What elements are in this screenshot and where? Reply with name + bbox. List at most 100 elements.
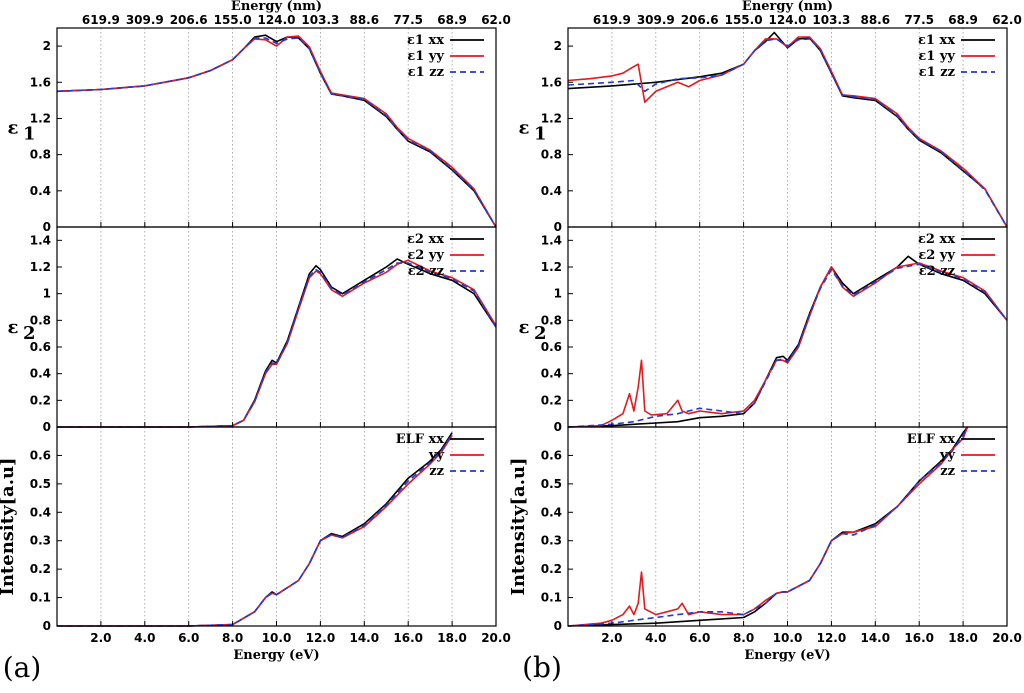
y-axis-label: ε bbox=[519, 118, 530, 139]
y-tick-label: 0.6 bbox=[541, 448, 562, 462]
panel-label: (a) bbox=[3, 651, 42, 684]
x-tick-label: 18.0 bbox=[948, 631, 978, 645]
top-tick-label: 619.9 bbox=[82, 13, 120, 27]
y-tick-label: 2 bbox=[43, 39, 51, 53]
top-tick-label: 619.9 bbox=[593, 13, 631, 27]
x-tick-label: 20.0 bbox=[481, 631, 511, 645]
y-tick-label: 1.6 bbox=[30, 75, 51, 89]
y-tick-label: 0.4 bbox=[541, 184, 562, 198]
y-tick-label: 0.5 bbox=[30, 477, 51, 491]
x-tick-label: 4.0 bbox=[134, 631, 155, 645]
y-axis-label-sub: 1 bbox=[23, 124, 36, 145]
y-tick-label: 1.2 bbox=[30, 111, 51, 125]
x-tick-label: 6.0 bbox=[178, 631, 199, 645]
top-tick-label: 88.6 bbox=[860, 13, 890, 27]
x-tick-label: 12.0 bbox=[306, 631, 336, 645]
top-tick-label: 155.0 bbox=[725, 13, 763, 27]
top-tick-label: 103.3 bbox=[812, 13, 850, 27]
y-tick-label: 0 bbox=[43, 420, 51, 434]
series-line-yy bbox=[57, 435, 453, 627]
legend-label: ε1 yy bbox=[918, 49, 955, 64]
panel-label: (b) bbox=[522, 651, 562, 684]
legend-label: ε2 xx bbox=[918, 232, 955, 247]
y-tick-label: 0.4 bbox=[30, 505, 51, 519]
y-axis-label: ε bbox=[519, 317, 530, 338]
legend-label: ε2 xx bbox=[407, 232, 444, 247]
series-line-yy bbox=[567, 426, 969, 627]
legend-label: ε2 yy bbox=[918, 248, 955, 263]
x-axis-title: Energy (eV) bbox=[744, 648, 830, 663]
y-tick-label: 0 bbox=[554, 420, 562, 434]
y-tick-label: 1 bbox=[43, 287, 51, 301]
y-tick-label: 0.8 bbox=[30, 148, 51, 162]
legend-label: ε1 xx bbox=[407, 33, 444, 48]
top-tick-label: 103.3 bbox=[301, 13, 339, 27]
y-tick-label: 1.6 bbox=[541, 75, 562, 89]
series-line-zz bbox=[56, 37, 497, 228]
top-tick-label: 124.0 bbox=[769, 13, 807, 27]
y-tick-label: 0 bbox=[554, 619, 562, 633]
top-tick-label: 88.6 bbox=[349, 13, 379, 27]
x-axis-title: Energy (eV) bbox=[233, 648, 319, 663]
y-axis-label: ε bbox=[8, 317, 19, 338]
y-tick-label: 0.3 bbox=[541, 534, 562, 548]
top-tick-label: 62.0 bbox=[481, 13, 511, 27]
y-axis-label-sub: 2 bbox=[534, 323, 547, 344]
y-tick-label: 1.2 bbox=[541, 260, 562, 274]
top-tick-label: 124.0 bbox=[258, 13, 296, 27]
series-line-zz bbox=[57, 262, 497, 428]
top-tick-label: 77.5 bbox=[904, 13, 934, 27]
y-tick-label: 0 bbox=[43, 619, 51, 633]
legend-label: ε1 xx bbox=[918, 33, 955, 48]
y-tick-label: 0.5 bbox=[541, 477, 562, 491]
y-tick-label: 0.2 bbox=[541, 562, 562, 576]
top-tick-label: 309.9 bbox=[126, 13, 164, 27]
y-tick-label: 0.4 bbox=[541, 367, 562, 381]
y-tick-label: 0 bbox=[43, 220, 51, 234]
series-line-yy bbox=[567, 36, 1008, 228]
legend-label: ε1 zz bbox=[408, 65, 444, 80]
series-line-zz bbox=[567, 263, 1008, 428]
legend-label: zz bbox=[940, 464, 955, 479]
legend-label: zz bbox=[429, 464, 444, 479]
top-tick-label: 62.0 bbox=[992, 13, 1022, 27]
legend-label: yy bbox=[939, 448, 956, 463]
y-tick-label: 0.6 bbox=[541, 340, 562, 354]
legend-label: ELF xx bbox=[396, 432, 445, 447]
y-tick-label: 1.4 bbox=[541, 233, 562, 247]
y-tick-label: 0.2 bbox=[30, 562, 51, 576]
top-tick-label: 309.9 bbox=[637, 13, 675, 27]
x-tick-label: 10.0 bbox=[773, 631, 803, 645]
x-tick-label: 14.0 bbox=[349, 631, 379, 645]
y-tick-label: 0.8 bbox=[541, 148, 562, 162]
top-tick-label: 155.0 bbox=[214, 13, 252, 27]
y-tick-label: 0.6 bbox=[30, 340, 51, 354]
top-tick-label: 206.6 bbox=[681, 13, 719, 27]
series-line-zz bbox=[57, 433, 453, 627]
series-layer bbox=[56, 31, 1008, 627]
series-line-zz bbox=[567, 426, 969, 627]
y-axis-label: ε bbox=[8, 118, 19, 139]
x-tick-label: 18.0 bbox=[437, 631, 467, 645]
x-tick-label: 20.0 bbox=[992, 631, 1022, 645]
x-tick-label: 14.0 bbox=[860, 631, 890, 645]
x-tick-label: 2.0 bbox=[601, 631, 622, 645]
legend-label: yy bbox=[428, 448, 445, 463]
y-tick-label: 0.3 bbox=[30, 534, 51, 548]
y-tick-label: 0.8 bbox=[541, 313, 562, 327]
y-tick-label: 1.2 bbox=[541, 111, 562, 125]
y-tick-label: 0.1 bbox=[541, 591, 562, 605]
x-tick-label: 8.0 bbox=[222, 631, 243, 645]
x-tick-label: 16.0 bbox=[393, 631, 423, 645]
x-tick-label: 4.0 bbox=[645, 631, 666, 645]
y-tick-label: 0.8 bbox=[30, 313, 51, 327]
grid-layer bbox=[100, 28, 964, 626]
series-line-xx bbox=[567, 255, 1008, 428]
y-tick-label: 0 bbox=[554, 220, 562, 234]
x-tick-label: 10.0 bbox=[262, 631, 292, 645]
series-line-xx bbox=[57, 432, 453, 627]
y-tick-label: 0.6 bbox=[30, 448, 51, 462]
x-tick-label: 6.0 bbox=[689, 631, 710, 645]
